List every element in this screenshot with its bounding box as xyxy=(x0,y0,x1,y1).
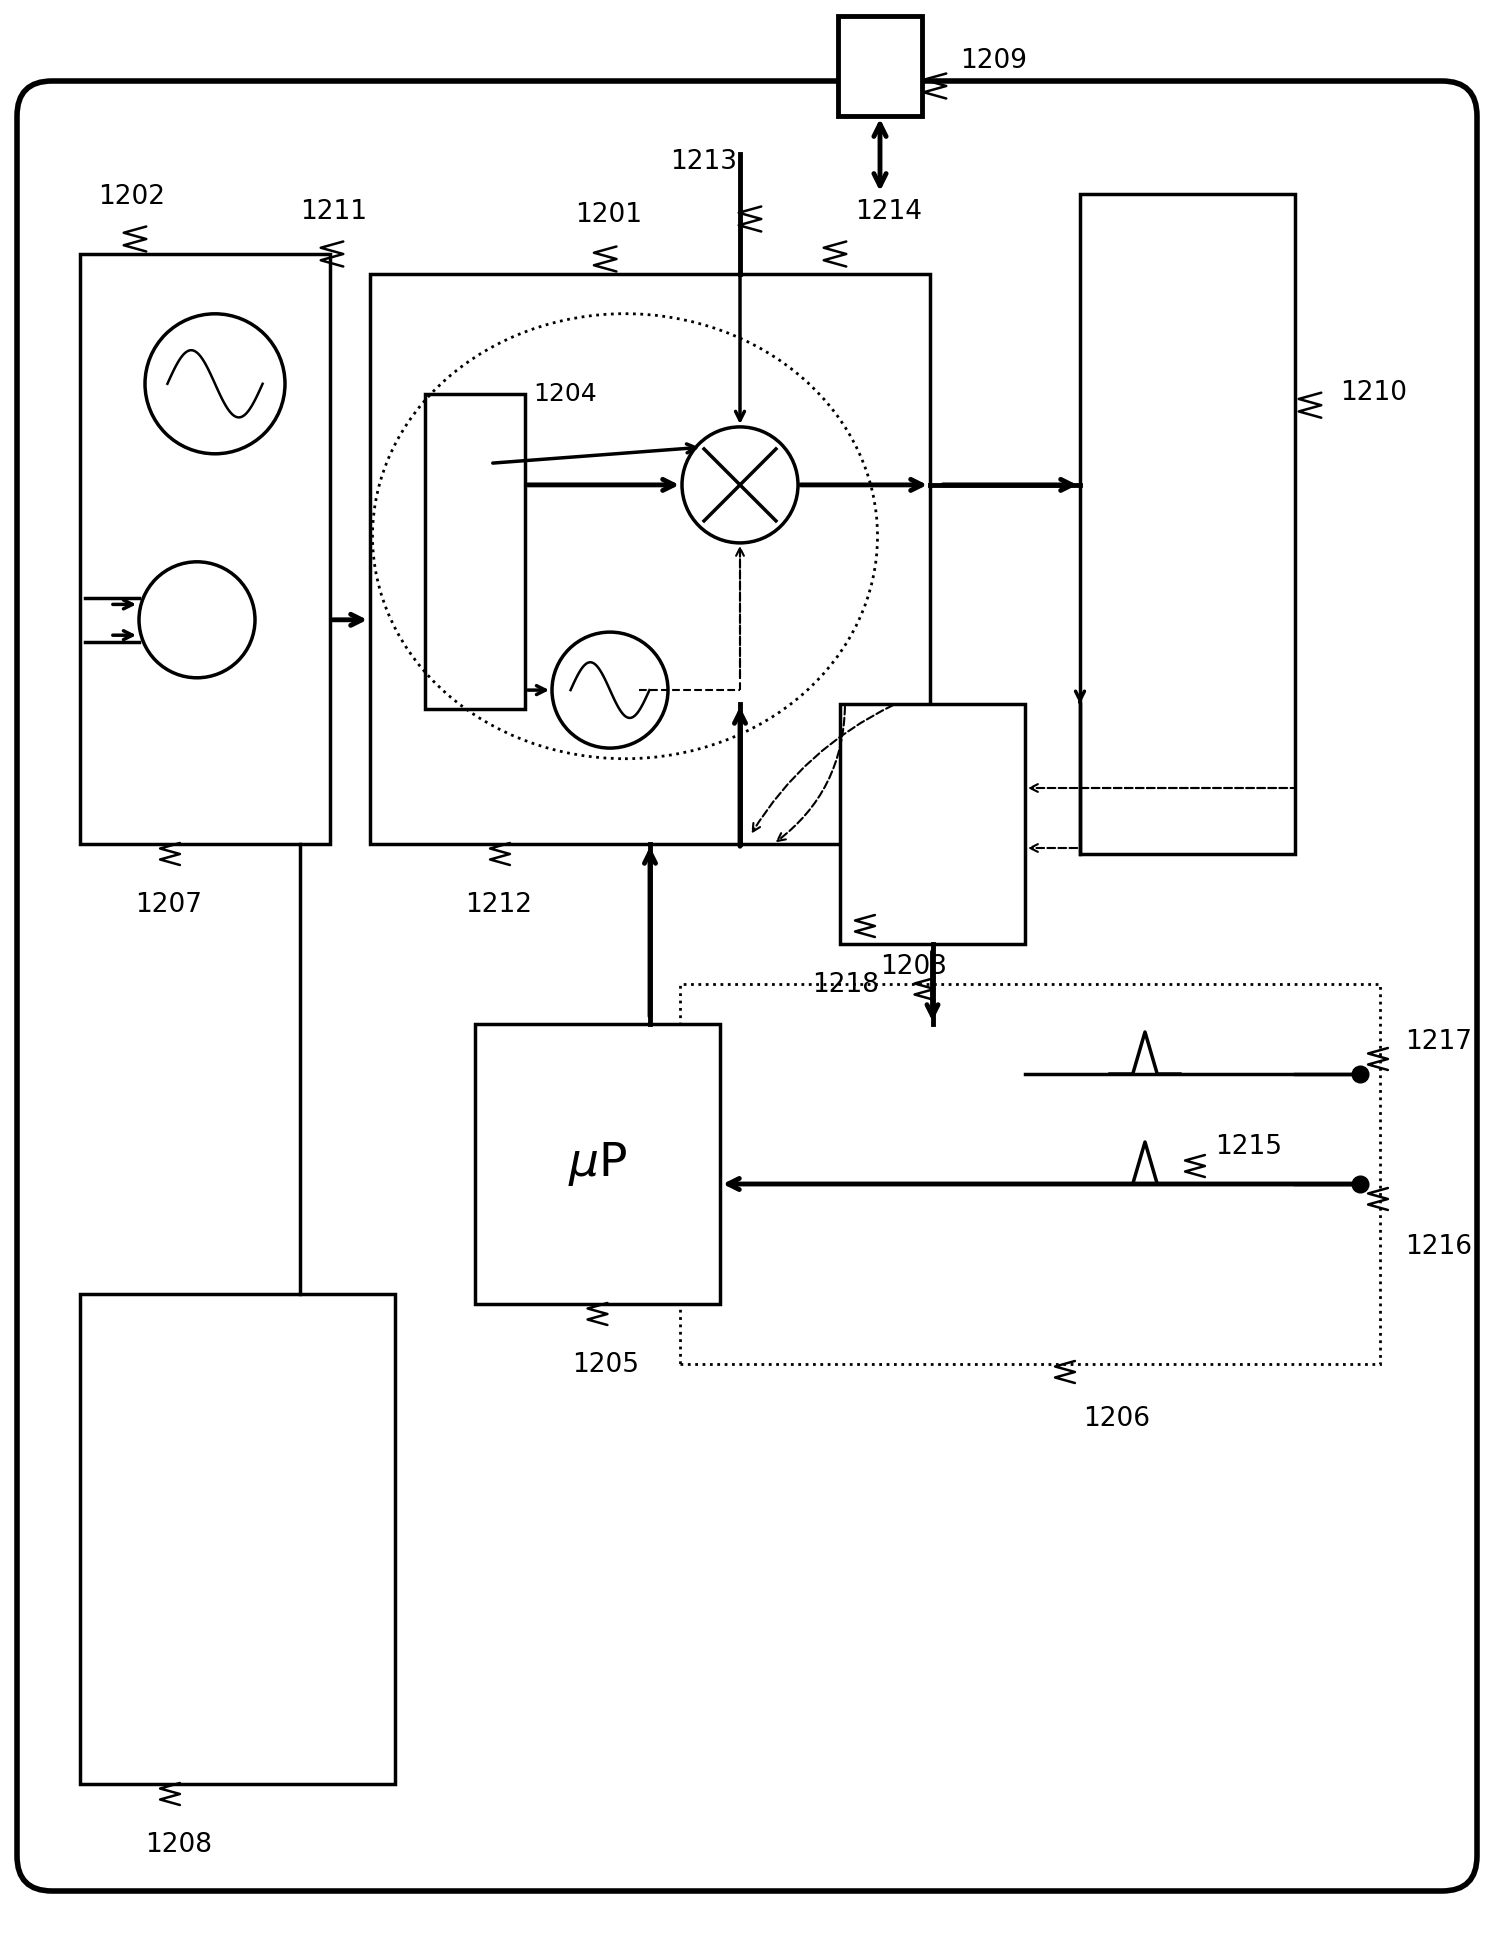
FancyBboxPatch shape xyxy=(17,82,1477,1892)
Bar xyxy=(838,16,923,117)
Bar xyxy=(840,704,1025,945)
Text: 1203: 1203 xyxy=(880,955,947,980)
Text: 1217: 1217 xyxy=(1404,1028,1472,1056)
Text: 1205: 1205 xyxy=(572,1351,640,1378)
Text: 1201: 1201 xyxy=(575,202,642,227)
Circle shape xyxy=(553,632,667,748)
Text: 1207: 1207 xyxy=(134,892,202,918)
Text: 1209: 1209 xyxy=(960,49,1027,74)
Bar xyxy=(1080,194,1296,853)
Text: 1206: 1206 xyxy=(1083,1406,1151,1433)
Text: 1211: 1211 xyxy=(300,198,367,226)
Bar xyxy=(476,1024,720,1304)
Text: 1208: 1208 xyxy=(145,1831,211,1858)
Bar xyxy=(370,274,930,844)
Bar xyxy=(80,1295,396,1785)
Text: 1213: 1213 xyxy=(670,150,737,175)
Circle shape xyxy=(683,428,797,542)
Text: 1218: 1218 xyxy=(812,972,879,997)
Text: 1212: 1212 xyxy=(465,892,532,918)
Text: $\mu$P: $\mu$P xyxy=(568,1139,627,1188)
Text: 1216: 1216 xyxy=(1404,1234,1472,1260)
Text: 1210: 1210 xyxy=(1339,381,1407,406)
Bar xyxy=(680,984,1380,1365)
Text: 1202: 1202 xyxy=(98,185,165,210)
Text: 1215: 1215 xyxy=(1216,1133,1282,1161)
Bar xyxy=(424,395,525,710)
Circle shape xyxy=(139,562,255,678)
Circle shape xyxy=(145,313,285,453)
Bar xyxy=(80,255,331,844)
Text: 1214: 1214 xyxy=(855,198,923,226)
Text: 1204: 1204 xyxy=(533,383,596,406)
